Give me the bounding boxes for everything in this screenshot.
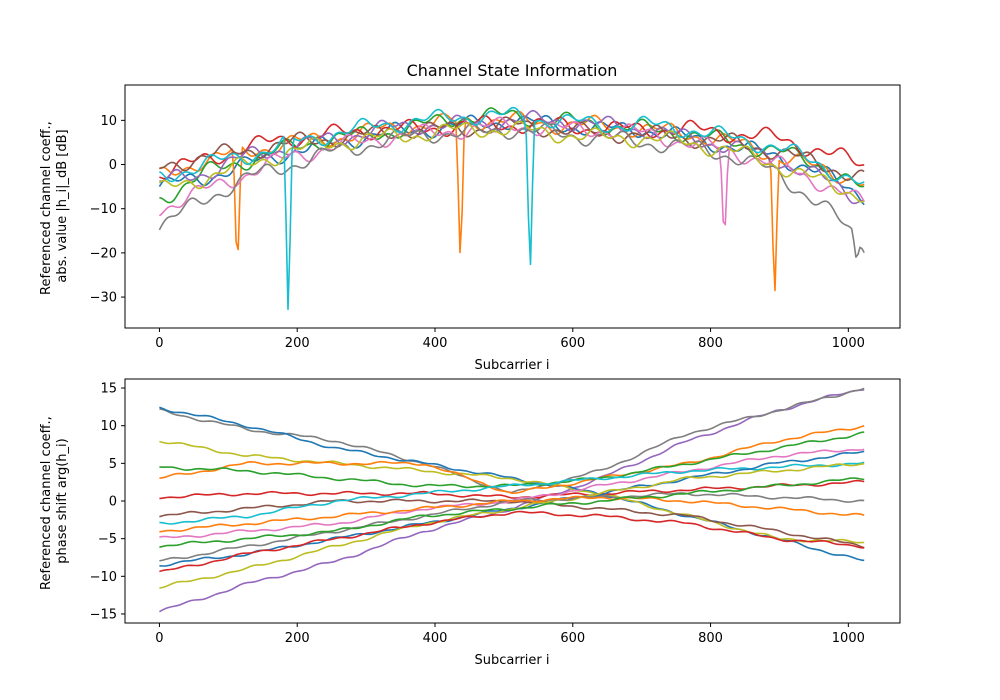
top-x-tick-label: 400: [423, 336, 448, 351]
top-y-axis-label: Referenced channel coeff., abs. value |h…: [39, 117, 70, 295]
top-y-tick-label: 10: [100, 114, 117, 129]
bottom-chart: 0 200 400 600 800 1000 −15 −10 −5 0 5 10 15 Subcarr…: [39, 378, 901, 668]
top-series-line: [158, 106, 865, 311]
top-x-tick-label: 0: [155, 336, 163, 351]
top-x-tick-label: 600: [560, 336, 585, 351]
top-series-line: [158, 122, 865, 258]
bottom-y-axis-label: Referenced channel coeff., phase shift a…: [39, 412, 70, 590]
bottom-y-tick-label: −5: [98, 532, 117, 547]
bottom-y-tick-label: −10: [90, 570, 117, 585]
top-x-tick-label: 800: [698, 336, 723, 351]
top-plot-frame: [124, 84, 901, 329]
bottom-x-tick-label: 400: [423, 631, 448, 646]
top-y-axis-label-line2: abs. value |h_i|_dB [dB]: [55, 129, 70, 282]
bottom-series-line: [159, 461, 865, 525]
top-y-tick-label: −20: [90, 246, 117, 261]
bottom-y-tick-label: 10: [100, 419, 117, 434]
top-y-axis-label-line1: Referenced channel coeff.,: [39, 121, 54, 295]
top-y-tick-label: −30: [90, 291, 117, 306]
bottom-series-line: [159, 498, 865, 549]
bottom-y-axis-label-line2: phase shift arg(h_i): [55, 438, 70, 563]
bottom-x-tick-label: 600: [560, 631, 585, 646]
bottom-series-line: [159, 462, 865, 589]
bottom-y-axis: −15 −10 −5 0 5 10 15: [90, 382, 125, 622]
bottom-y-tick-label: 15: [100, 382, 117, 397]
bottom-series-line: [159, 425, 865, 495]
bottom-y-tick-label: 0: [109, 495, 117, 510]
top-x-axis-label: Subcarrier i: [474, 358, 549, 373]
top-chart: Channel State Information 0 200 400 600 800 1…: [39, 61, 901, 373]
bottom-x-tick-label: 0: [155, 631, 163, 646]
bottom-x-tick-label: 1000: [832, 631, 865, 646]
top-y-tick-label: 0: [109, 158, 117, 173]
bottom-x-axis-label: Subcarrier i: [474, 653, 549, 668]
top-series-line: [159, 115, 865, 180]
bottom-x-axis: 0 200 400 600 800 1000: [155, 623, 865, 646]
top-series-line: [158, 120, 865, 203]
top-chart-title: Channel State Information: [407, 61, 618, 80]
bottom-series-line: [159, 477, 865, 549]
bottom-x-tick-label: 800: [698, 631, 723, 646]
top-x-axis: 0 200 400 600 800 1000: [155, 328, 865, 351]
bottom-y-tick-label: −15: [90, 607, 117, 622]
bottom-y-tick-label: 5: [109, 457, 117, 472]
top-y-tick-label: −10: [90, 202, 117, 217]
bottom-series-line: [159, 495, 865, 533]
bottom-y-axis-label-line1: Referenced channel coeff.,: [39, 416, 54, 590]
top-x-tick-label: 1000: [832, 336, 865, 351]
top-series-line: [159, 116, 865, 182]
top-y-axis: −30 −20 −10 0 10: [90, 114, 125, 306]
top-x-tick-label: 200: [285, 336, 310, 351]
top-plot-series: [158, 106, 865, 311]
bottom-x-tick-label: 200: [285, 631, 310, 646]
bottom-plot-series: [159, 387, 865, 613]
bottom-series-line: [159, 510, 865, 573]
